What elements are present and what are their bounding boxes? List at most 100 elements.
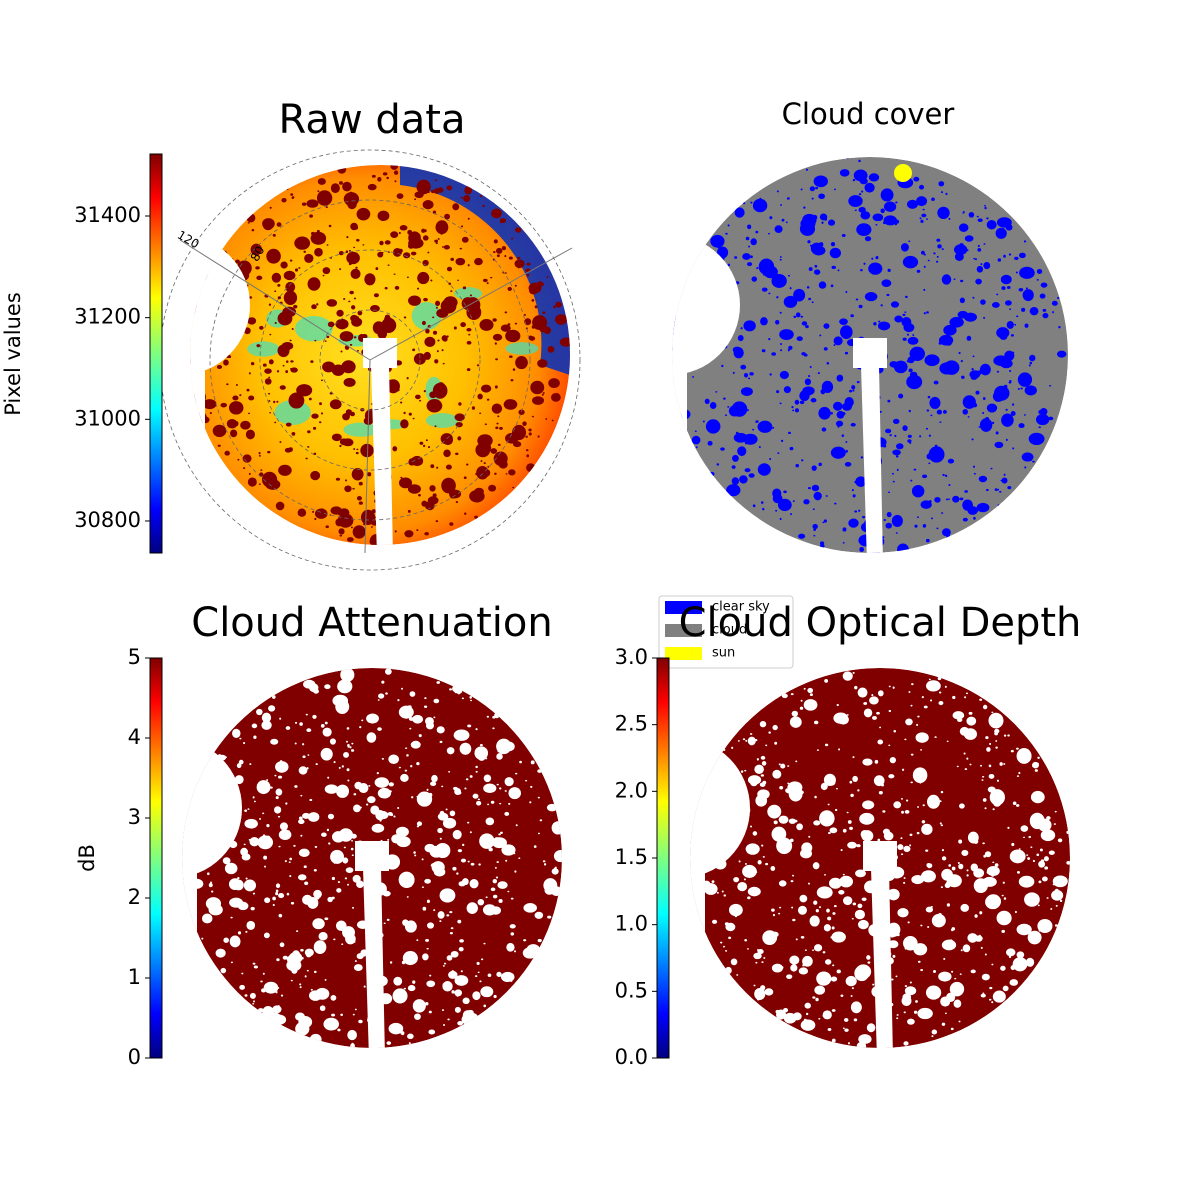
blob [866,955,871,960]
blob [783,386,791,394]
blob [999,334,1008,340]
blob [921,870,936,883]
blob [770,865,776,872]
blob [406,896,409,898]
blob [309,214,313,218]
blob [430,464,435,469]
blob [358,501,363,505]
blob [443,449,451,458]
blob [831,265,836,270]
blob [1020,387,1023,390]
blob [313,868,317,872]
blob [272,695,276,699]
blob [1016,315,1019,318]
blob [962,517,968,522]
blob [695,446,698,449]
blob [854,909,866,920]
blob [404,920,417,933]
blob [385,692,388,695]
blob [518,857,521,860]
blob [275,788,283,796]
blob [977,218,983,223]
colorbar-tick-label: 30800 [74,508,141,532]
mask-hub [863,841,897,871]
blob [936,256,939,258]
blob [862,515,866,519]
blob [950,1027,954,1031]
blob [1000,965,1006,971]
colorbar-tick-label: 1.5 [615,845,648,869]
blob [844,1028,849,1032]
blob [721,364,724,368]
blob [901,810,904,814]
blob [435,306,438,309]
blob [324,784,339,794]
blob [860,211,871,220]
blob [407,985,416,992]
blob [341,943,344,945]
blob [472,879,475,882]
blob [716,463,720,466]
blob [466,340,472,345]
blob [338,250,344,256]
blob [747,896,751,900]
blob [470,699,473,702]
blob [1037,818,1052,832]
blob [923,312,926,315]
blob [530,760,535,765]
blob [926,453,933,460]
blob [394,993,397,996]
cyan-patch [343,422,379,437]
blob [888,491,891,493]
blob [307,277,321,291]
blob [967,933,978,943]
blob [887,888,900,901]
blob [308,397,312,401]
blob [437,238,440,240]
blob [831,926,835,930]
blob [978,934,981,938]
blob [458,946,464,952]
blob [862,800,875,810]
blob [350,268,361,280]
blob [504,777,514,787]
blob [989,986,993,990]
blob [474,257,483,266]
blob [762,855,765,858]
blob [256,708,263,716]
blob [347,746,350,748]
blob [306,767,309,770]
blob [986,219,997,230]
colorbar-label: Pixel values [1,292,25,416]
blob [284,860,287,863]
blob [863,702,868,705]
blob [351,840,354,842]
blob [423,229,427,233]
blob [923,288,926,291]
blob [450,950,459,958]
blob [977,244,980,248]
blob [829,827,838,834]
blob [1012,801,1017,806]
colorbar-tick-label: 31400 [74,203,141,227]
blob [833,336,843,346]
blob [453,819,456,822]
blob [324,340,327,342]
blob [953,244,968,256]
blob [442,965,445,967]
blob [1054,810,1057,813]
blob [992,808,995,811]
blob [852,671,855,674]
blob [882,221,887,225]
blob [852,756,855,759]
blob [514,950,517,953]
blob [739,475,748,484]
blob [919,184,925,190]
blob [959,497,964,501]
blob [1053,823,1057,825]
blob [408,1042,411,1045]
blob [803,499,810,505]
cyan-patch [411,302,442,330]
blob [925,538,930,543]
blob [859,177,868,185]
